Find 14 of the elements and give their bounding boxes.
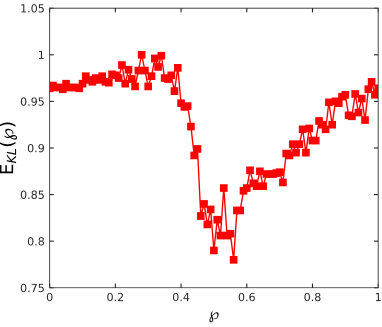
x-tick-label: 0.4: [172, 292, 190, 302]
x-tick-label: 0.8: [304, 292, 321, 302]
y-tick-label: 0.75: [20, 284, 44, 292]
x-tick-label: 0: [46, 292, 52, 302]
y-tick-label: 0.95: [20, 97, 44, 106]
x-tick-label: 0.2: [107, 292, 124, 302]
x-tick-label: 0.6: [238, 292, 255, 302]
y-tick-label: 1.05: [21, 4, 44, 13]
y-tick-label: 1: [38, 50, 44, 59]
y-tick-label: 0.8: [28, 237, 44, 246]
y-tick-label: 0.9: [28, 144, 44, 152]
x-axis-title: ℘: [209, 311, 219, 322]
x-tick-label: 1: [376, 292, 381, 302]
y-tick-label: 0.85: [20, 190, 44, 199]
